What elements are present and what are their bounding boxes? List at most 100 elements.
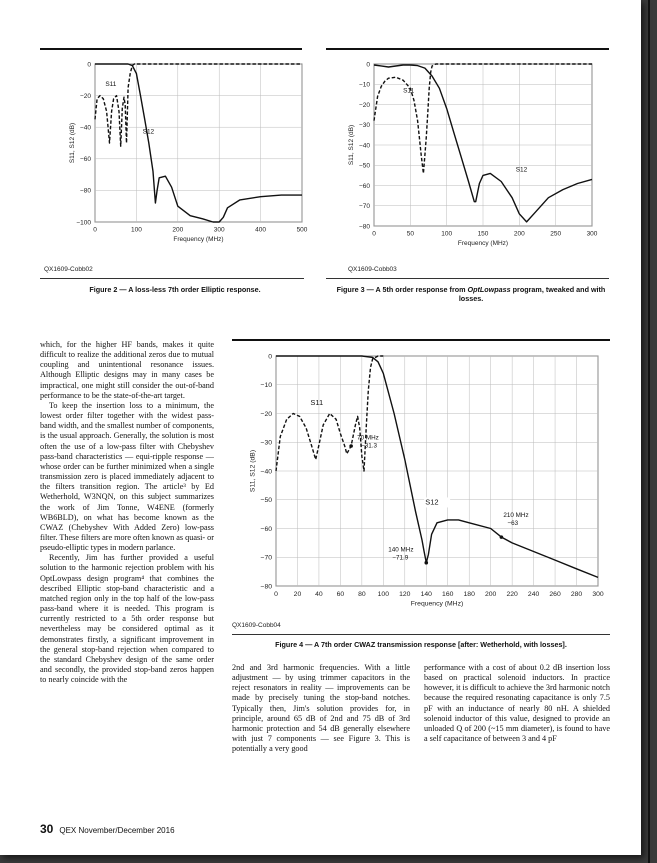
caption-separator — [232, 634, 610, 635]
page-footer: 30 QEX November/December 2016 — [40, 822, 175, 836]
x-tick-label: 280 — [571, 591, 583, 598]
figure-2-caption: Figure 2 — A loss-less 7th order Ellipti… — [40, 285, 310, 295]
figure-4-caption-text: Figure 4 — A 7th order CWAZ transmission… — [275, 640, 567, 649]
figure-top-rule — [232, 339, 610, 341]
body-column-1: which, for the higher HF bands, makes it… — [40, 340, 214, 685]
y-tick-label: −20 — [260, 411, 272, 418]
body-column-3: performance with a cost of about 0.2 dB … — [424, 663, 610, 744]
figure-3-caption-pre: Figure 3 — A 5th order response from — [336, 285, 468, 294]
y-tick-label: −10 — [359, 82, 370, 89]
y-tick-label: 0 — [87, 61, 91, 68]
x-tick-label: 60 — [337, 591, 345, 598]
y-tick-label: −100 — [76, 219, 91, 226]
x-axis-label: Frequency (MHz) — [411, 601, 464, 608]
x-axis-label: Frequency (MHz) — [458, 240, 508, 247]
annotation-marker — [349, 444, 353, 448]
annotation-label: 140 MHz — [388, 547, 413, 554]
figure-4-chart: 0 20 40 60 80 100 120 140 160 180 200 220 240 260 280 3… — [249, 353, 604, 608]
y-tick-label: 0 — [366, 61, 370, 68]
x-tick-label: 40 — [315, 591, 323, 598]
figure-2-chart: 0 100 200 300 400 500 0 −20 −40 −60 −80 −100 Frequen… — [69, 61, 308, 243]
body-column-2: 2nd and 3rd harmonic frequencies. With a… — [232, 663, 410, 754]
paragraph: Recently, Jim has further provided a use… — [40, 553, 214, 685]
series-label-s11: S11 — [105, 81, 116, 88]
series-label-s12: S12 — [425, 497, 438, 506]
x-tick-label: 260 — [549, 591, 561, 598]
y-tick-label: −20 — [359, 102, 370, 109]
x-tick-label: 50 — [407, 231, 415, 238]
x-tick-label: 250 — [550, 231, 561, 238]
y-tick-label: −50 — [260, 497, 272, 504]
x-tick-label: 100 — [131, 227, 142, 234]
x-tick-label: 0 — [372, 231, 376, 238]
annotation-label: 210 MHz — [503, 512, 528, 519]
figure-3-id: QX1609-Cobb03 — [348, 266, 397, 273]
y-axis-label: S11, S12 (dB) — [348, 125, 355, 165]
y-tick-label: −60 — [80, 156, 91, 163]
y-tick-label: −40 — [359, 142, 370, 149]
figure-3-caption-program: OptLowpass — [467, 285, 511, 294]
paragraph: To keep the insertion loss to a minimum,… — [40, 400, 215, 553]
y-axis-label: S11, S12 (dB) — [69, 123, 76, 163]
y-tick-label: −80 — [359, 223, 370, 230]
paragraph: performance with a cost of about 0.2 dB … — [424, 663, 610, 744]
y-axis-label: S11, S12 (dB) — [249, 450, 256, 492]
annotation-value: −31.3 — [361, 442, 377, 449]
page-edge-line — [648, 0, 650, 863]
x-tick-label: 0 — [274, 591, 278, 598]
series-s11-line — [94, 63, 302, 147]
x-tick-label: 120 — [399, 591, 411, 598]
annotation-label: 70 MHz — [357, 434, 379, 441]
annotation-value: −63 — [507, 520, 518, 527]
caption-separator — [40, 278, 304, 279]
x-tick-label: 100 — [378, 591, 390, 598]
y-tick-label: −50 — [359, 163, 370, 170]
x-tick-label: 200 — [172, 227, 183, 234]
series-label-s12: S12 — [516, 166, 528, 173]
y-tick-label: −70 — [359, 203, 370, 210]
figure-3-caption-post: program, tweaked and with losses. — [458, 285, 606, 303]
x-tick-label: 180 — [464, 591, 476, 598]
x-tick-label: 300 — [592, 591, 604, 598]
figure-4-id: QX1609-Cobb04 — [232, 622, 281, 629]
y-tick-label: −30 — [359, 122, 370, 129]
y-tick-label: −60 — [260, 526, 272, 533]
series-label-s11: S11 — [310, 398, 323, 407]
y-tick-label: −10 — [260, 382, 272, 389]
magazine-page: 0 100 200 300 400 500 0 −20 −40 −60 −80 −100 Frequen… — [0, 0, 641, 855]
caption-separator — [326, 278, 609, 279]
page-number: 30 — [40, 822, 54, 836]
x-tick-label: 300 — [214, 227, 225, 234]
x-tick-label: 160 — [442, 591, 454, 598]
figure-2-id: QX1609-Cobb02 — [44, 266, 93, 273]
y-tick-label: −60 — [359, 183, 370, 190]
x-tick-label: 300 — [587, 231, 598, 238]
figure-4-caption: Figure 4 — A 7th order CWAZ transmission… — [232, 640, 610, 650]
x-tick-label: 0 — [93, 227, 97, 234]
series-s11-line — [373, 63, 592, 175]
figure-3-chart: 0 50 100 150 200 250 300 0 −10 −20 −30 −40 −50 −60 −70… — [348, 61, 598, 247]
figure-2-caption-text: Figure 2 — A loss-less 7th order Ellipti… — [89, 285, 261, 294]
label-background — [424, 497, 451, 508]
y-tick-label: −30 — [260, 440, 272, 447]
x-tick-label: 200 — [514, 231, 525, 238]
x-tick-label: 100 — [441, 231, 452, 238]
y-tick-label: −40 — [260, 468, 272, 475]
y-tick-label: −80 — [80, 188, 91, 195]
annotation-value: −71.9 — [392, 555, 408, 562]
figure-top-rule — [40, 48, 302, 50]
y-tick-label: −20 — [80, 93, 91, 100]
journal-issue: QEX November/December 2016 — [59, 826, 175, 835]
series-label-s12: S12 — [143, 129, 155, 136]
y-tick-label: −40 — [80, 124, 91, 131]
x-tick-label: 500 — [297, 227, 308, 234]
figure-3-caption: Figure 3 — A 5th order response from Opt… — [326, 285, 616, 303]
paragraph: which, for the higher HF bands, makes it… — [40, 340, 214, 400]
annotation-marker — [424, 560, 429, 565]
x-tick-label: 80 — [358, 591, 366, 598]
x-tick-label: 240 — [528, 591, 540, 598]
series-s12-line — [373, 64, 593, 223]
annotation-marker — [499, 535, 504, 539]
x-tick-label: 200 — [485, 591, 497, 598]
series-s12-line — [276, 355, 599, 579]
